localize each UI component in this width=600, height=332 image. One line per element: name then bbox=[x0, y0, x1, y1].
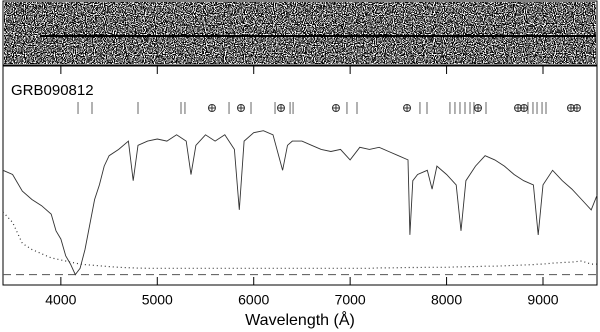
x-tick-label: 8000 bbox=[431, 292, 462, 308]
telluric-cross bbox=[332, 104, 340, 112]
telluric-cross bbox=[208, 104, 216, 112]
plot-frame bbox=[2, 65, 598, 286]
telluric-cross bbox=[520, 104, 528, 112]
telluric-cross bbox=[474, 104, 482, 112]
x-tick-label: 4000 bbox=[45, 292, 76, 308]
telluric-cross bbox=[277, 104, 285, 112]
x-tick-label: 5000 bbox=[142, 292, 173, 308]
2d-spectrum bbox=[4, 2, 596, 64]
telluric-cross bbox=[403, 104, 411, 112]
x-axis-label: Wavelength (Å) bbox=[245, 310, 355, 329]
x-tick-label: 6000 bbox=[238, 292, 269, 308]
series-line bbox=[2, 130, 598, 276]
telluric-cross bbox=[237, 104, 245, 112]
chart-title: GRB090812 bbox=[11, 82, 94, 99]
series-line bbox=[2, 211, 597, 269]
x-tick-label: 9000 bbox=[527, 292, 558, 308]
telluric-cross bbox=[573, 104, 581, 112]
x-tick-label: 7000 bbox=[335, 292, 366, 308]
